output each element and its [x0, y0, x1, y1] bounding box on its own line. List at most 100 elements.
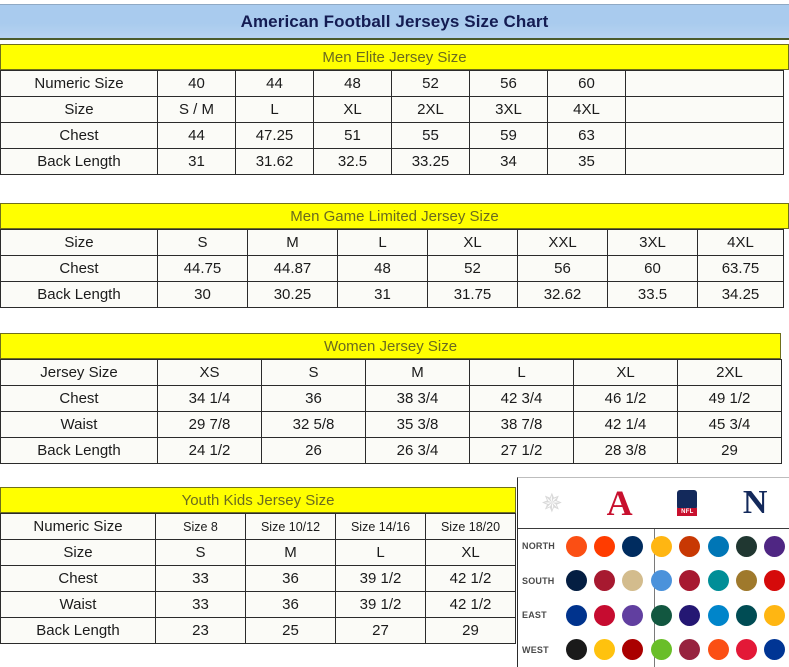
table-cell-empty [625, 122, 784, 149]
raiders-logo [565, 639, 587, 661]
table-youth-kids: Numeric Size Size 8 Size 10/12 Size 14/16 Si… [0, 513, 516, 644]
table-row: Numeric Size Size 8 Size 10/12 Size 14/16 Si… [0, 513, 516, 540]
band-women: Women Jersey Size [0, 333, 781, 359]
chargers-logo [594, 639, 616, 661]
cardinals-logo [679, 639, 701, 661]
nfc-slot: N [721, 478, 789, 528]
table-row: Waist 33 36 39 1/2 42 1/2 [0, 591, 516, 618]
table-cell: L [469, 359, 574, 386]
table-cell: 4XL [547, 96, 626, 123]
table-cell: 2XL [391, 96, 470, 123]
colts-logo [622, 535, 644, 557]
table-cell: 24 1/2 [157, 437, 262, 464]
table-cell: Size 14/16 [335, 513, 426, 540]
table-cell: 30.25 [247, 281, 338, 308]
panthers-logo [707, 604, 729, 626]
table-cell: 3XL [469, 96, 548, 123]
nfl-shield-icon: NFL [677, 490, 698, 516]
nfl-conference-header: ✵ A NFL N [518, 478, 789, 529]
afc-slot: A [586, 478, 654, 528]
table-row: Size S M L XL XXL 3XL 4XL [0, 229, 784, 256]
table-cell: 39 1/2 [335, 565, 426, 592]
section-men-elite: Men Elite Jersey Size Numeric Size 40 44 48… [0, 44, 789, 175]
nfl-teams-panel: ✵ A NFL N NORTH SOUTH EAST WEST [517, 477, 789, 667]
division-row: EAST [518, 598, 789, 633]
ravens-logo [679, 604, 701, 626]
band-youth-kids: Youth Kids Jersey Size [0, 487, 516, 513]
table-cell: 35 3/8 [365, 411, 470, 438]
row-label: Back Length [0, 281, 158, 308]
division-label: NORTH [522, 541, 555, 552]
table-cell: 59 [469, 122, 548, 149]
table-cell: 44.87 [247, 255, 338, 282]
table-cell: 36 [245, 565, 336, 592]
table-women: Jersey Size XS S M L XL 2XL Chest 34 1/4 36 38 3/4… [0, 359, 782, 464]
division-row: WEST [518, 633, 789, 667]
table-cell-empty [625, 70, 784, 97]
table-row: Chest 44 47.25 51 55 59 63 [0, 122, 784, 149]
table-cell: 60 [547, 70, 626, 97]
table-cell: 38 7/8 [469, 411, 574, 438]
table-row: Size S M L XL [0, 539, 516, 566]
jets-logo [650, 604, 672, 626]
row-label: Waist [0, 411, 158, 438]
table-cell: L [337, 229, 428, 256]
texans-logo [594, 570, 616, 592]
afc-team-logos [562, 564, 676, 599]
table-cell: 23 [155, 617, 246, 644]
row-label: Size [0, 96, 158, 123]
lions-logo [707, 535, 729, 557]
nfl-division-grid: NORTH SOUTH EAST WEST [518, 529, 789, 667]
chiefs-logo [735, 639, 757, 661]
starburst-icon: ✵ [540, 488, 563, 518]
table-cell: 45 3/4 [677, 411, 782, 438]
table-cell: 31 [157, 148, 236, 175]
table-cell: 42 3/4 [469, 385, 574, 412]
table-cell: 31.75 [427, 281, 518, 308]
table-cell: XL [573, 359, 678, 386]
table-cell: 52 [427, 255, 518, 282]
dolphins-logo [707, 570, 729, 592]
row-label: Size [0, 539, 156, 566]
table-cell: 34.25 [697, 281, 784, 308]
table-cell: S / M [157, 96, 236, 123]
table-row: Back Length 30 30.25 31 31.75 32.62 33.5 34.25 [0, 281, 784, 308]
nfl-shield-slot: NFL [654, 478, 722, 528]
table-cell: M [245, 539, 336, 566]
section-men-game-limited: Men Game Limited Jersey Size Size S M L XL XX… [0, 203, 789, 308]
table-cell: 33 [155, 591, 246, 618]
chart-title-bar: American Football Jerseys Size Chart [0, 4, 789, 40]
table-cell: 38 3/4 [365, 385, 470, 412]
table-cell: 42 1/4 [573, 411, 678, 438]
table-cell: M [365, 359, 470, 386]
table-cell: 36 [261, 385, 366, 412]
table-cell: 42 1/2 [425, 565, 516, 592]
table-cell: M [247, 229, 338, 256]
table-cell: 3XL [607, 229, 698, 256]
nfc-team-logos [676, 633, 789, 667]
table-cell: Size 8 [155, 513, 246, 540]
table-cell: 48 [313, 70, 392, 97]
row-label: Size [0, 229, 158, 256]
table-row: Size S / M L XL 2XL 3XL 4XL [0, 96, 784, 123]
afc-team-logos [562, 598, 676, 633]
nfc-team-logos [676, 598, 789, 633]
table-cell: 31 [337, 281, 428, 308]
afc-team-logos [562, 633, 676, 667]
table-cell: 26 [261, 437, 366, 464]
nfc-team-logos [676, 564, 789, 599]
buccaneers-logo [764, 570, 786, 592]
table-men-game-limited: Size S M L XL XXL 3XL 4XL Chest 44.75 44.87 48 52 56 6… [0, 229, 784, 308]
table-cell: 47.25 [235, 122, 314, 149]
browns-logo [594, 535, 616, 557]
table-cell: 46 1/2 [573, 385, 678, 412]
row-label: Back Length [0, 148, 158, 175]
table-cell: XL [313, 96, 392, 123]
table-cell: 36 [245, 591, 336, 618]
seahawks-logo [650, 639, 672, 661]
table-cell: 33.25 [391, 148, 470, 175]
row-label: Numeric Size [0, 513, 156, 540]
band-label: Women Jersey Size [323, 337, 458, 355]
division-row: NORTH [518, 529, 789, 564]
